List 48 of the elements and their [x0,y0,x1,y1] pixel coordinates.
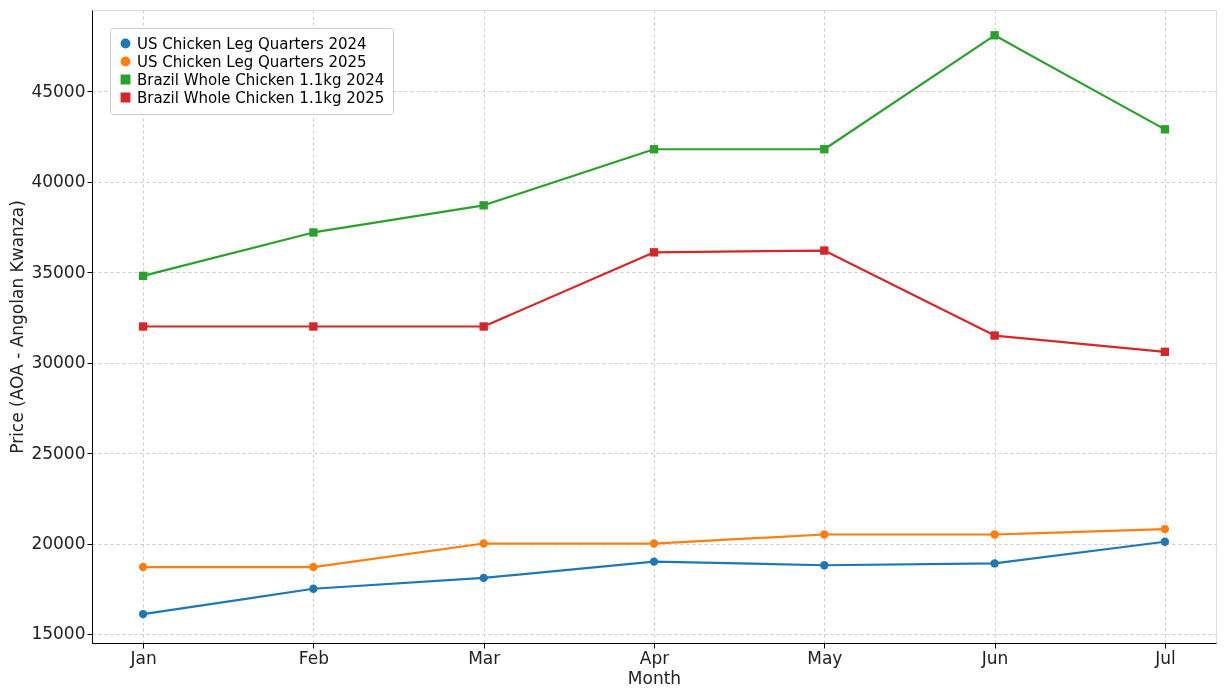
point [309,584,318,593]
point [138,271,148,281]
x-tick-label: Jul [1154,647,1176,668]
point [820,561,829,570]
point [1160,537,1170,546]
point [138,322,148,331]
x-tick-label: Feb [298,647,329,668]
point [820,145,829,154]
point [990,331,999,340]
point [479,322,488,331]
x-tick-label: Apr [639,647,670,668]
x-tick-label: Jan [129,647,157,668]
point [309,562,318,572]
point [479,573,488,583]
point [649,557,659,566]
x-axis-title: Month [627,667,682,688]
y-tick-label: 30000 [31,352,86,373]
point [649,248,659,257]
legend-label: Brazil Whole Chicken 1.1kg 2024 [137,70,385,89]
y-tick-label: 15000 [31,623,86,644]
x-tick-label: Jun [980,647,1009,668]
point [138,562,148,572]
point [820,246,829,255]
point [1160,524,1170,534]
point [138,609,148,619]
x-tick-label: Mar [468,647,501,668]
point [990,530,999,539]
y-axis-title: Price (AOA - Angolan Kwanza) [7,200,28,454]
point [990,559,999,568]
y-tick-label: 35000 [31,261,86,282]
point [479,201,488,210]
y-tick-label: 40000 [31,171,86,192]
y-tick-label: 25000 [31,442,86,463]
point [309,322,318,331]
y-tick-label: 20000 [31,533,86,554]
x-tick-label: May [807,647,843,668]
point [820,530,829,539]
point [479,539,488,548]
legend-label: US Chicken Leg Quarters 2025 [137,52,367,71]
point [649,145,659,154]
legend-label: Brazil Whole Chicken 1.1kg 2025 [137,88,385,107]
point [649,539,659,548]
y-tick-label: 45000 [31,80,86,101]
point [309,228,318,237]
point [1160,125,1170,134]
point [1160,347,1170,356]
legend-label: US Chicken Leg Quarters 2024 [137,34,367,53]
point [990,31,999,40]
